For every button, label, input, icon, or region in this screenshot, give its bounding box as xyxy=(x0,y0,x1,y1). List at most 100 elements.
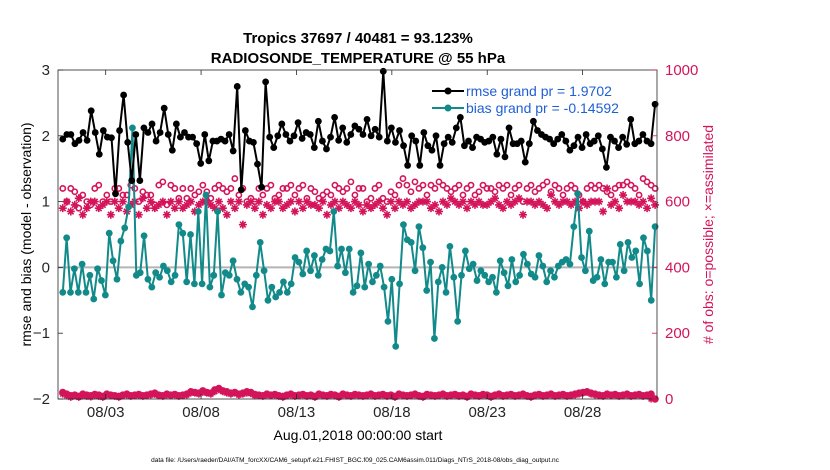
bias-point xyxy=(117,237,125,245)
rmse-point xyxy=(343,138,351,146)
assimilated_low-point xyxy=(307,392,315,400)
possible-point xyxy=(59,185,67,192)
rmse-point xyxy=(611,137,618,145)
possible-point xyxy=(567,181,575,189)
bias-point xyxy=(593,273,601,281)
assimilated-point xyxy=(599,207,608,216)
assimilated_low-point xyxy=(403,392,411,400)
possible-point xyxy=(179,185,187,192)
assimilated-point xyxy=(274,197,283,206)
assimilated_low-point xyxy=(279,393,287,401)
assimilated-point xyxy=(326,200,335,209)
assimilated_low-point xyxy=(443,392,451,400)
rmse-point xyxy=(598,145,606,153)
assimilated_low-point xyxy=(379,391,387,399)
rmse-point xyxy=(363,115,371,123)
possible-point xyxy=(267,181,275,189)
bias-point xyxy=(105,229,113,237)
bias-point xyxy=(450,273,458,281)
assimilated_low-point xyxy=(419,393,427,401)
assimilated_low-point xyxy=(519,391,527,399)
bias-point xyxy=(500,269,508,277)
possible-point xyxy=(95,181,103,189)
rmse-point xyxy=(603,163,610,171)
rmse-point xyxy=(164,131,172,138)
rmse-point xyxy=(525,140,533,148)
rmse-point xyxy=(440,140,448,148)
rmse-point xyxy=(319,137,326,145)
assimilated-point xyxy=(174,197,183,206)
bias-point xyxy=(101,291,109,299)
rmse-point xyxy=(651,100,659,108)
possible-point xyxy=(395,181,403,189)
bias-point xyxy=(233,275,241,283)
assimilated-point xyxy=(539,200,548,209)
bias-point xyxy=(78,260,86,268)
possible-point xyxy=(71,188,79,196)
assimilated-point xyxy=(454,200,463,209)
possible-point xyxy=(507,191,515,199)
y-tick-label-right: 1000 xyxy=(665,62,698,79)
assimilated_low-point xyxy=(579,389,587,397)
assimilated_low-point xyxy=(523,392,531,400)
assimilated-point xyxy=(118,197,127,206)
assimilated_low-point xyxy=(119,392,127,400)
rmse-point xyxy=(371,125,379,133)
possible-point xyxy=(375,181,383,189)
assimilated_low-point xyxy=(259,392,267,400)
bias-point xyxy=(218,291,225,299)
possible-point xyxy=(171,185,179,192)
assimilated_low-point xyxy=(79,392,87,400)
bias-point xyxy=(125,203,132,211)
assimilated_low-point xyxy=(87,393,95,401)
assimilated_low-point xyxy=(303,392,311,400)
possible-point xyxy=(431,185,439,192)
possible-point xyxy=(443,185,451,192)
bias-point xyxy=(156,273,163,281)
assimilated_low-point xyxy=(463,393,471,401)
rmse-point xyxy=(278,120,286,128)
assimilated-point xyxy=(190,207,199,216)
assimilated_low-point xyxy=(539,392,547,400)
bias-point xyxy=(578,254,585,261)
chart-subtitle: RADIOSONDE_TEMPERATURE @ 55 hPa xyxy=(211,50,506,67)
assimilated-point xyxy=(314,204,323,213)
assimilated-point xyxy=(98,200,107,209)
assimilated_low-point xyxy=(99,393,107,401)
possible-point xyxy=(315,194,323,202)
x-tick-label: 08/18 xyxy=(373,404,411,421)
x-tick-label: 08/28 xyxy=(564,404,602,421)
assimilated-point xyxy=(410,200,419,209)
possible-point xyxy=(75,204,83,212)
bias-point xyxy=(129,124,136,132)
assimilated-point xyxy=(166,197,175,206)
assimilated_low-point xyxy=(635,391,643,399)
rmse-point xyxy=(241,127,249,134)
bias-point xyxy=(206,283,214,291)
assimilated_low-point xyxy=(343,392,351,400)
bias-point xyxy=(353,282,361,290)
bias-point xyxy=(67,289,74,296)
rmse-point xyxy=(108,134,115,142)
assimilated_low-point xyxy=(383,392,391,400)
assimilated-point xyxy=(270,197,279,206)
rmse-point xyxy=(306,131,314,138)
assimilated_low-point xyxy=(399,392,407,400)
possible-point xyxy=(543,178,551,186)
possible-point xyxy=(495,181,503,189)
rmse-point xyxy=(156,129,164,136)
bias-point xyxy=(628,254,636,261)
assimilated-point xyxy=(503,197,512,206)
rmse-point xyxy=(136,177,144,184)
assimilated-point xyxy=(386,197,395,206)
possible-point xyxy=(475,188,483,196)
assimilated_low-point xyxy=(451,391,459,399)
assimilated_low-point xyxy=(619,392,627,400)
assimilated-point xyxy=(611,197,620,206)
rmse-point xyxy=(623,140,631,148)
assimilated-point xyxy=(374,197,383,206)
bias-point xyxy=(446,242,454,250)
rmse-point xyxy=(505,124,513,132)
rmse-point xyxy=(469,144,476,152)
